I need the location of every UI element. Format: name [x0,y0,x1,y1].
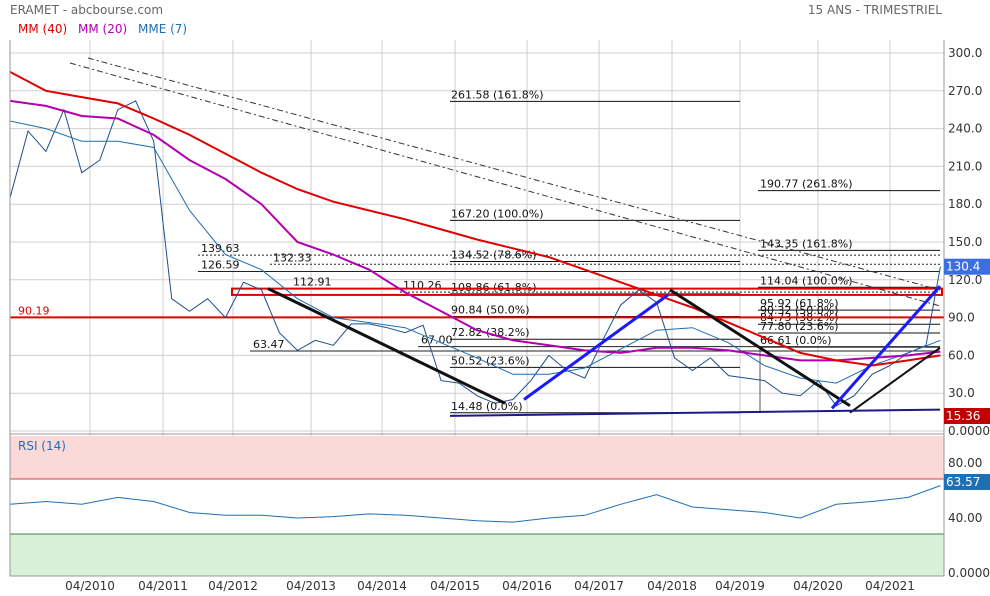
resistance-band [231,287,943,296]
y-tick-label: 240.0 [948,122,982,136]
rsi-line [9,485,941,523]
fib2-level-label: 143.35 (161.8%) [760,237,853,250]
x-tick-label: 04/2016 [502,579,552,593]
y-tick-label: 210.0 [948,159,982,173]
y-tick-label: 150.0 [948,235,982,249]
chart-period: 15 ANS - TRIMESTRIEL [808,3,942,17]
x-tick-label: 04/2021 [865,579,915,593]
fib2-level-label: 90.32 (50.0%) [760,304,839,317]
price-level-label: 63.47 [253,338,285,351]
fib1-level-label: 134.52 (78.6%) [451,249,537,262]
fib1-level-label: 72.82 (38.2%) [451,326,530,339]
rsi-panel [9,436,944,576]
x-tick-label: 04/2017 [574,579,624,593]
price-level-label: 110.26 [403,279,442,292]
fib1-level-label: 108.86 (61.8%) [451,281,537,294]
black-downtrend-1 [267,287,506,405]
y-tick-label: 120.0 [948,273,982,287]
downtrend-dashed-1 [69,62,941,307]
rsi-tick-label: 40.00 [948,511,982,525]
support-line [449,408,941,417]
series-mm40 [9,71,941,367]
fib2-level-label: 95.92 (61.8%) [760,297,839,310]
x-tick-label: 04/2018 [647,579,697,593]
series-price [9,100,941,407]
y-tick-label: 60.0 [948,348,975,362]
rsi-current-badge [944,474,990,490]
x-tick-label: 04/2010 [65,579,115,593]
fib1-level-label: 261.58 (161.8%) [451,88,544,101]
y-tick-label: 300.0 [948,46,982,60]
x-tick-label: 04/2014 [357,579,407,593]
rsi-oversold-zone [10,534,944,576]
black-uptrend [849,347,941,414]
fib1-level-label: 14.48 (0.0%) [451,400,523,413]
x-tick-label: 04/2020 [793,579,843,593]
main-panel-background [10,20,944,430]
blue-uptrend-2 [830,285,942,410]
y-tick-label: 270.0 [948,84,982,98]
price-level-label: 112.91 [293,276,332,289]
price-level-label: 132.33 [273,251,312,264]
fib2-level-label: 190.77 (261.8%) [760,178,853,191]
legend-mme7: MME (7) [138,22,187,36]
series-layer [9,71,941,407]
price-level-label: 126.59 [201,258,240,271]
x-tick-label: 04/2015 [430,579,480,593]
x-tick-label: 04/2011 [138,579,188,593]
x-tick-label: 04/2012 [208,579,258,593]
rsi-current-value: 63.57 [946,475,980,489]
price-level-label: 67.00 [421,334,453,347]
trendlines-layer [69,57,942,417]
rsi-tick-label: 80.00 [948,456,982,470]
last-price-value: 130.4 [946,260,980,274]
series-mm20 [9,99,941,362]
rsi-neutral-zone [10,479,944,534]
rsi-tick-label: 0.0000 [948,566,990,580]
marker-badge [944,408,990,424]
last-price-badge [944,258,990,275]
fib1-level-label: 50.52 (23.6%) [451,354,530,367]
axis-layer: 04/2010 04/2011 04/2012 04/2013 04/2014 04/20… [9,40,990,593]
fib2-level-label: 77.80 (23.6%) [760,320,839,333]
marker-value: 15.36 [946,409,980,423]
x-tick-label: 04/2019 [715,579,765,593]
blue-uptrend-1 [523,293,669,401]
x-tick-label: 04/2013 [286,579,336,593]
y-tick-label: 180.0 [948,197,982,211]
legend-mm20: MM (20) [78,22,127,36]
rsi-overbought-zone [10,436,944,479]
fibonacci-layer: 261.58 (161.8%) 167.20 (100.0%) 134.52 (78… [450,88,940,414]
y-tick-label: 90.0 [948,311,975,325]
rsi-label: RSI (14) [18,439,66,453]
fib1-level-label: 90.84 (50.0%) [451,304,530,317]
fib1-level-label: 167.20 (100.0%) [451,207,544,220]
y-tick-label: 0.0000 [948,424,990,438]
chart-title: ERAMET - abcbourse.com [10,3,163,17]
fib2-level-label: 114.04 (100.0%) [760,274,853,287]
red-level-label: 90.19 [18,304,50,317]
y-tick-label: 30.0 [948,386,975,400]
series-mme7 [9,120,941,384]
legend-mm40: MM (40) [18,22,67,36]
black-downtrend-2 [669,288,851,408]
